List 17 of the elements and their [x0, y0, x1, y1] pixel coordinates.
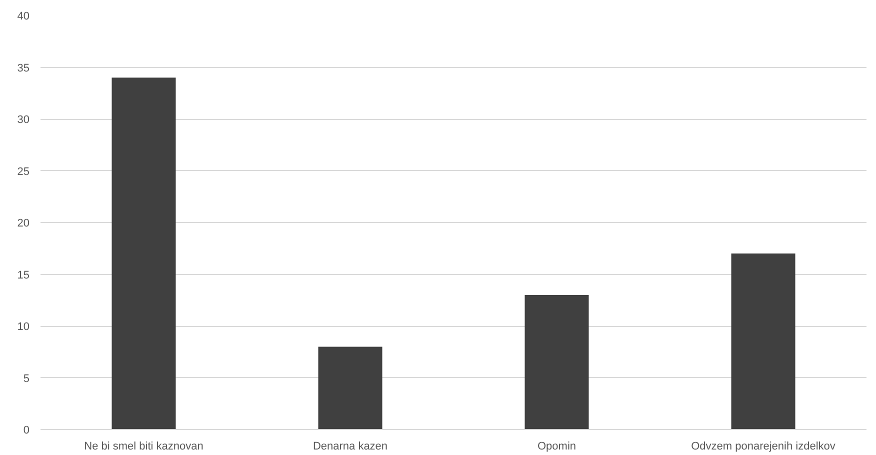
bar	[731, 254, 796, 430]
y-tick-label: 40	[17, 10, 30, 22]
y-tick-label: 20	[17, 218, 30, 230]
x-tick-label: Ne bi smel biti kaznovan	[84, 440, 204, 452]
bar	[524, 294, 589, 430]
bar	[112, 78, 176, 430]
y-tick-label: 30	[17, 114, 30, 126]
bar	[318, 346, 382, 430]
y-tick-label: 5	[23, 372, 30, 385]
x-tick-label: Odvzem ponarejenih izdelkov	[691, 440, 836, 452]
y-tick-label: 10	[17, 321, 30, 333]
x-tick-label: Opomin	[537, 440, 576, 452]
y-tick-label: 35	[17, 62, 30, 74]
x-tick-label: Denarna kazen	[312, 440, 388, 452]
y-tick-label: 0	[23, 424, 30, 436]
y-tick-label: 15	[17, 269, 30, 282]
y-tick-label: 25	[17, 166, 30, 178]
